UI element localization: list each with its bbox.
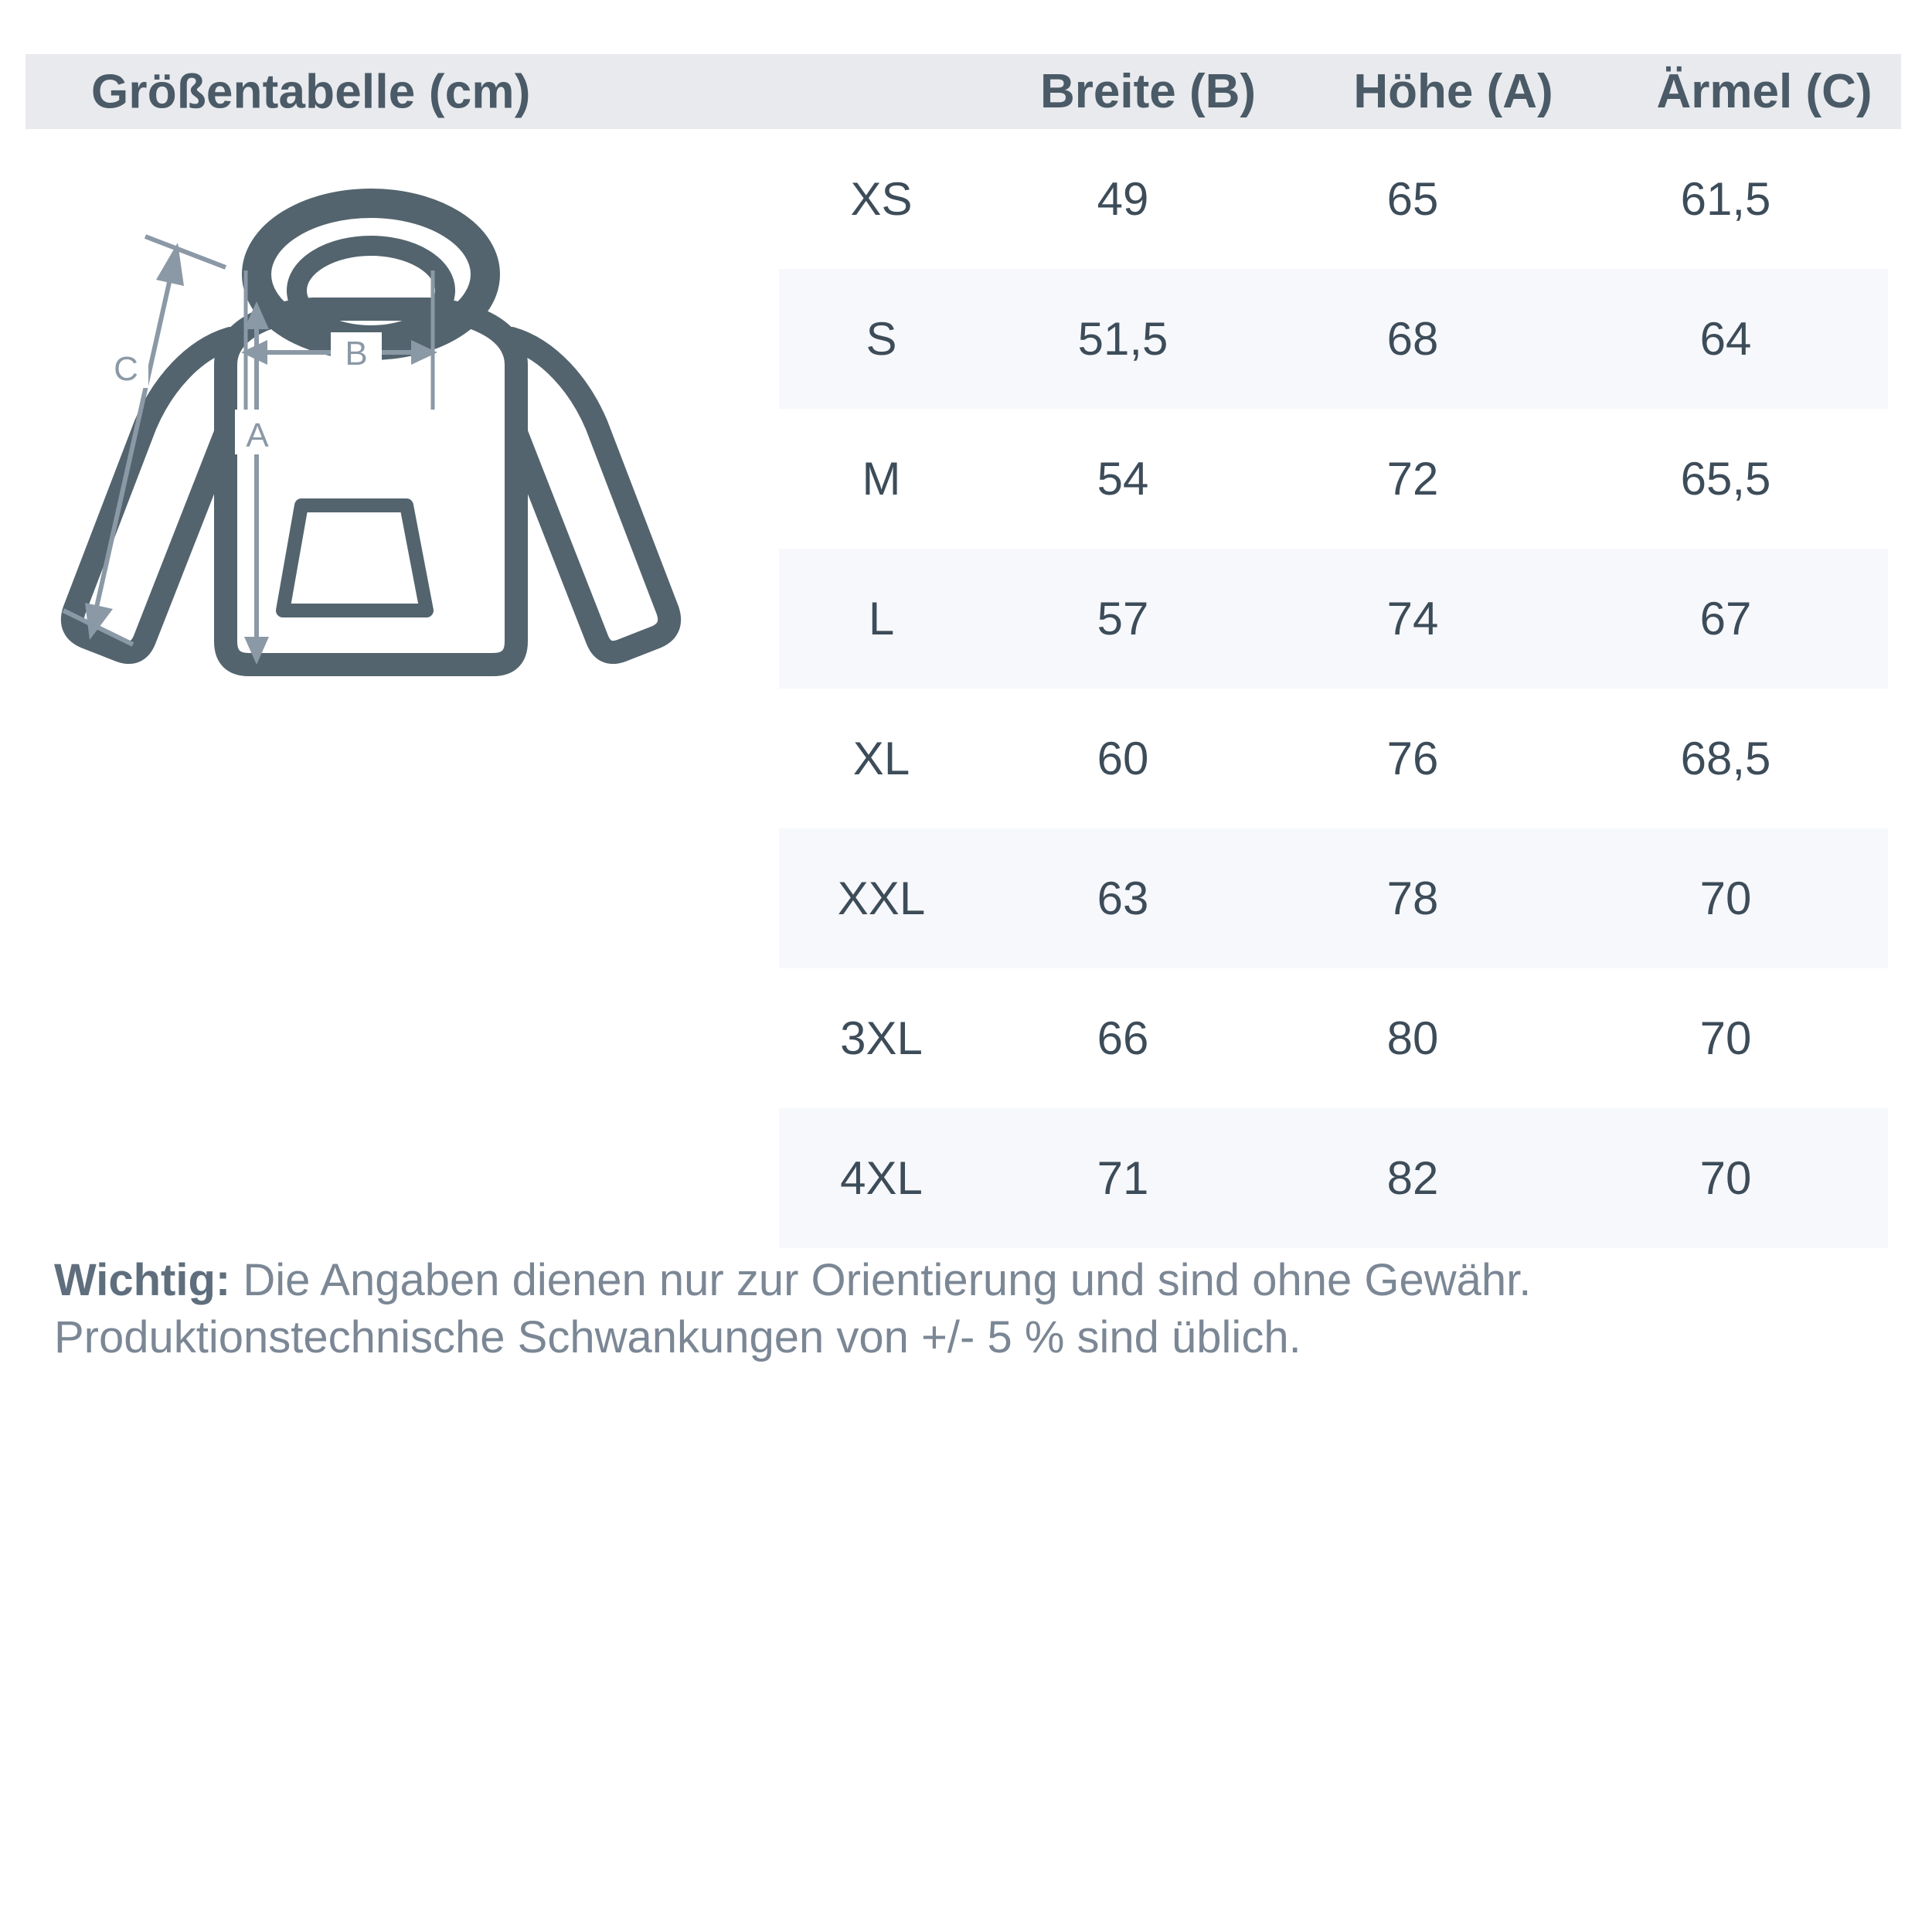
column-header-height: Höhe (A): [1353, 65, 1553, 118]
hoodie-icon: B A C: [60, 189, 682, 676]
dimension-c-arrow-top: [156, 243, 184, 286]
dimension-b-label: B: [345, 335, 367, 372]
size-table: XS 49 65 61,5 S 51,5 68 64 M 54 72 65,5 …: [779, 129, 1888, 1248]
cell-size: 4XL: [840, 1152, 923, 1204]
cell-width: 60: [1097, 733, 1149, 784]
dimension-a-arrow-top: [244, 301, 269, 329]
cell-height: 80: [1386, 1012, 1439, 1064]
table-row: XS 49 65 61,5: [779, 129, 1888, 269]
cell-size: 3XL: [840, 1012, 923, 1064]
disclaimer-note: Wichtig: Die Angaben dienen nur zur Orie…: [54, 1252, 1870, 1366]
disclaimer-text: Die Angaben dienen nur zur Orientierung …: [54, 1255, 1532, 1363]
disclaimer-label: Wichtig:: [54, 1255, 231, 1305]
dimension-a: A: [235, 301, 280, 665]
column-headers: Breite (B) Höhe (A) Ärmel (C): [992, 54, 1927, 129]
dimension-c-label: C: [114, 350, 138, 388]
cell-width: 71: [1097, 1152, 1149, 1204]
cell-height: 68: [1386, 313, 1439, 365]
cell-sleeve: 70: [1699, 872, 1752, 924]
left-sleeve: [60, 327, 242, 665]
cell-height: 65: [1386, 173, 1439, 225]
hoodie-diagram: B A C: [46, 178, 788, 873]
cell-width: 63: [1097, 872, 1149, 924]
cell-width: 66: [1097, 1012, 1149, 1064]
dimension-c-line: [94, 271, 174, 611]
dimension-c-label-bg: [104, 343, 148, 388]
cell-height: 78: [1386, 872, 1439, 924]
cell-width: 49: [1097, 173, 1149, 225]
hood-inner-shape: [287, 236, 455, 345]
kangaroo-pocket: [276, 498, 434, 617]
cell-sleeve: 70: [1699, 1012, 1752, 1064]
cell-sleeve: 64: [1699, 313, 1752, 365]
cell-size: XL: [852, 733, 910, 784]
table-row: XXL 63 78 70: [779, 828, 1888, 968]
table-row: 3XL 66 80 70: [779, 968, 1888, 1108]
table-row: 4XL 71 82 70: [779, 1108, 1888, 1248]
cell-height: 76: [1386, 733, 1439, 784]
cell-width: 57: [1097, 593, 1149, 645]
dimension-c-arrow-bottom: [85, 603, 113, 640]
dimension-a-label: A: [246, 417, 269, 454]
cell-size: XS: [850, 173, 913, 225]
cell-size: XXL: [837, 872, 926, 924]
dimension-c: C: [62, 234, 227, 647]
cell-width: 54: [1097, 453, 1149, 505]
right-sleeve: [500, 327, 682, 665]
cell-sleeve: 68,5: [1680, 733, 1771, 784]
table-row: L 57 74 67: [779, 549, 1888, 689]
cell-height: 72: [1386, 453, 1439, 505]
dimension-b-label-bg: [331, 332, 382, 372]
cell-sleeve: 67: [1699, 593, 1752, 645]
cell-size: L: [868, 593, 895, 645]
cell-sleeve: 70: [1699, 1152, 1752, 1204]
cell-sleeve: 65,5: [1680, 453, 1771, 505]
table-row: XL 60 76 68,5: [779, 689, 1888, 828]
table-header-band: Größentabelle (cm) Breite (B) Höhe (A) Ä…: [26, 54, 1901, 129]
cell-height: 82: [1386, 1152, 1439, 1204]
dimension-c-top-tick: [144, 234, 227, 270]
column-header-sleeve: Ärmel (C): [1656, 65, 1872, 118]
cell-size: M: [862, 453, 901, 505]
table-row: M 54 72 65,5: [779, 409, 1888, 549]
cell-sleeve: 61,5: [1680, 173, 1771, 225]
page-title: Größentabelle (cm): [91, 65, 531, 118]
column-header-width: Breite (B): [1039, 65, 1257, 118]
dimension-b-arrow-right: [411, 340, 437, 365]
table-row: S 51,5 68 64: [779, 269, 1888, 409]
cell-height: 74: [1386, 593, 1439, 645]
cell-size: S: [866, 313, 897, 365]
cell-width: 51,5: [1077, 313, 1168, 365]
dimension-a-label-bg: [235, 410, 280, 454]
dimension-b: B: [241, 270, 437, 410]
dimension-a-arrow-bottom: [244, 637, 269, 665]
